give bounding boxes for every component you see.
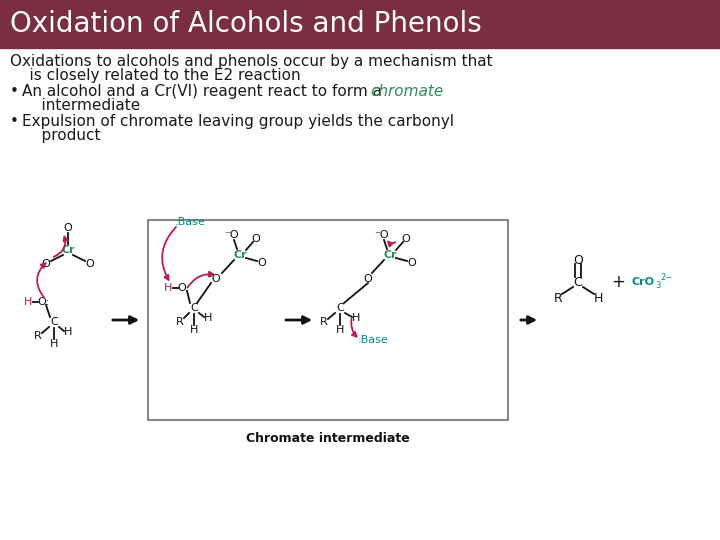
Text: +: + bbox=[611, 273, 625, 291]
Text: 3: 3 bbox=[655, 281, 660, 291]
Text: R: R bbox=[320, 317, 328, 327]
Text: H: H bbox=[164, 283, 172, 293]
Text: H: H bbox=[24, 297, 32, 307]
Bar bbox=[148, 220, 508, 420]
Text: is closely related to the E2 reaction: is closely related to the E2 reaction bbox=[10, 68, 301, 83]
Text: C: C bbox=[190, 303, 198, 313]
Text: O: O bbox=[86, 259, 94, 269]
Text: O: O bbox=[258, 258, 266, 268]
Text: O: O bbox=[408, 258, 416, 268]
Text: H: H bbox=[64, 327, 72, 337]
Text: :Base: :Base bbox=[175, 217, 206, 227]
Text: ⁻O: ⁻O bbox=[225, 230, 239, 240]
Text: ⁺O: ⁺O bbox=[207, 274, 221, 284]
Text: •: • bbox=[10, 84, 19, 99]
Text: O: O bbox=[573, 253, 583, 267]
Text: H: H bbox=[204, 313, 212, 323]
Text: Chromate intermediate: Chromate intermediate bbox=[246, 432, 410, 445]
Text: An alcohol and a Cr(VI) reagent react to form a: An alcohol and a Cr(VI) reagent react to… bbox=[22, 84, 387, 99]
Text: 2−: 2− bbox=[660, 273, 672, 282]
Text: CrO: CrO bbox=[632, 277, 655, 287]
Text: Expulsion of chromate leaving group yields the carbonyl: Expulsion of chromate leaving group yiel… bbox=[22, 114, 454, 129]
Text: R: R bbox=[34, 331, 42, 341]
Text: C: C bbox=[574, 275, 582, 288]
Text: Oxidations to alcohols and phenols occur by a mechanism that: Oxidations to alcohols and phenols occur… bbox=[10, 54, 492, 69]
Text: O: O bbox=[402, 234, 410, 244]
Text: :Base: :Base bbox=[358, 335, 389, 345]
Text: R: R bbox=[176, 317, 184, 327]
Text: chromate: chromate bbox=[370, 84, 444, 99]
Text: product: product bbox=[22, 128, 101, 143]
Text: intermediate: intermediate bbox=[22, 98, 140, 113]
Text: H: H bbox=[352, 313, 360, 323]
Text: H: H bbox=[50, 339, 58, 349]
Text: •: • bbox=[10, 114, 19, 129]
Text: H: H bbox=[336, 325, 344, 335]
Text: ⁻O: ⁻O bbox=[374, 230, 390, 240]
Text: Cr: Cr bbox=[383, 250, 397, 260]
Text: O:: O: bbox=[177, 283, 189, 293]
Text: H: H bbox=[593, 292, 603, 305]
Text: C: C bbox=[336, 303, 344, 313]
Text: R: R bbox=[554, 292, 562, 305]
Bar bbox=[0, 0, 720, 48]
Text: Cr: Cr bbox=[233, 250, 247, 260]
Text: H: H bbox=[190, 325, 198, 335]
Text: Cr: Cr bbox=[61, 245, 75, 255]
Text: O: O bbox=[63, 223, 73, 233]
Text: C: C bbox=[50, 317, 58, 327]
Text: O: O bbox=[251, 234, 261, 244]
Text: O: O bbox=[42, 259, 50, 269]
Text: Oxidation of Alcohols and Phenols: Oxidation of Alcohols and Phenols bbox=[10, 10, 482, 38]
Text: O: O bbox=[364, 274, 372, 284]
Text: O:: O: bbox=[37, 297, 49, 307]
